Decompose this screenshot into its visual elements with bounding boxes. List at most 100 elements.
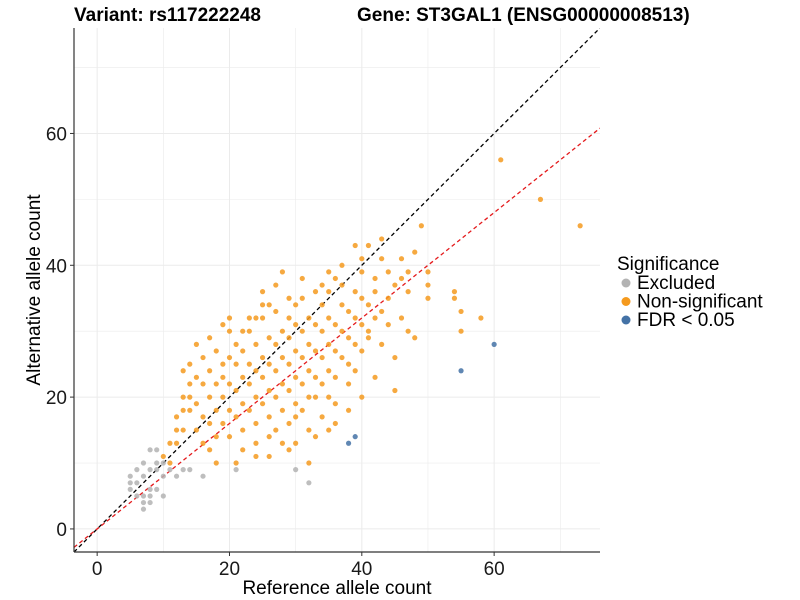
data-point [173,473,180,479]
data-point [134,467,140,473]
data-point [253,420,259,427]
data-point [266,302,272,308]
data-point [372,289,378,295]
data-point [266,361,272,367]
data-point [312,394,319,400]
fit-line [74,127,600,548]
data-point [306,368,312,374]
data-point [339,262,345,268]
data-point [167,440,173,446]
data-point [273,308,279,315]
data-point [293,401,299,407]
identity-line [74,28,600,552]
data-point [326,427,332,433]
data-point [385,322,391,328]
data-point [398,256,405,262]
data-point [226,354,233,361]
data-point [299,381,305,387]
legend-key [621,278,631,288]
data-point [372,374,378,380]
data-point [299,275,305,282]
data-point [345,361,352,367]
data-point [187,381,193,387]
data-point [352,289,358,295]
data-point [332,322,338,328]
data-point [293,374,299,380]
data-point [332,401,338,407]
data-point [458,328,464,334]
data-point [127,480,133,486]
data-point [451,295,458,301]
data-point [279,328,286,334]
data-point [246,315,252,321]
data-point [306,427,312,433]
data-point [140,499,147,506]
data-point [253,394,259,400]
data-point [253,440,259,446]
data-point [226,328,233,334]
x-axis-title: Reference allele count [242,578,432,599]
data-point [293,322,299,328]
data-point [312,348,319,354]
data-point [273,341,279,347]
data-point [332,420,338,427]
data-point [233,387,239,394]
data-point [577,223,583,229]
data-point [240,447,246,453]
data-point [279,354,286,361]
data-point [312,434,319,440]
data-point [253,453,259,460]
data-point [312,374,319,380]
data-point [259,315,266,321]
data-point [412,335,418,341]
data-point [127,473,133,479]
data-point [134,480,140,486]
data-point [398,275,405,282]
data-point [418,223,424,229]
legend-key [621,297,631,306]
data-point [293,414,299,420]
data-point [167,467,173,473]
data-point [326,341,332,347]
data-point [140,493,147,499]
data-point [187,467,193,473]
data-point [286,361,292,367]
data-point [326,394,332,400]
data-point [332,374,338,380]
data-point [339,328,345,334]
data-point [213,348,219,354]
data-point [365,328,372,334]
legend-entry: Excluded [621,273,715,294]
series-excluded [127,447,312,512]
data-point [326,269,332,275]
series-fdr-0-05 [345,341,497,446]
y-tick-label: 40 [46,256,67,277]
data-point [306,341,312,347]
data-point [306,480,312,486]
data-point [478,315,484,321]
data-point [412,249,418,255]
data-point [160,473,166,479]
legend-entry: Non-significant [621,292,763,313]
data-point [352,341,358,347]
data-point [425,295,431,301]
data-point [326,289,332,295]
data-point [279,407,286,413]
data-point [299,328,305,334]
data-point [253,368,259,374]
data-point [312,289,319,295]
data-point [213,434,219,440]
data-point [240,348,246,354]
data-point [240,328,246,334]
data-point [359,394,365,400]
data-point [173,414,180,420]
data-point [167,460,173,466]
data-point [385,269,391,275]
data-point [200,354,206,361]
data-point [154,467,160,473]
data-point [299,354,305,361]
data-point [200,440,206,446]
data-point [140,460,147,466]
legend-entry: FDR < 0.05 [621,310,735,331]
